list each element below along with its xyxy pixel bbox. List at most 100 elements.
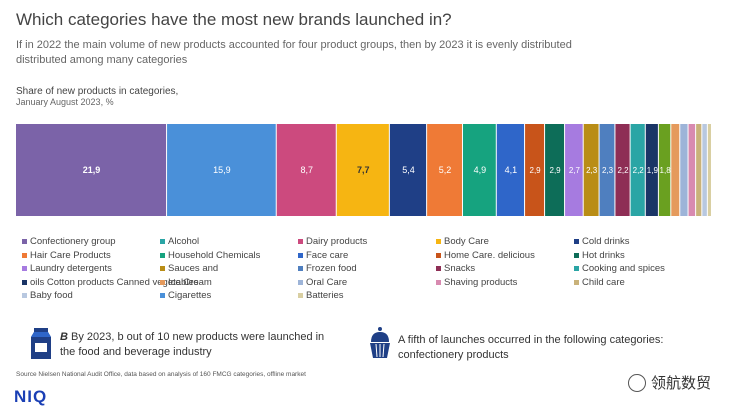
legend-item: Laundry detergents (22, 263, 112, 274)
note-food-beverage-text: By 2023, b out of 10 new products were l… (60, 331, 325, 358)
note-confectionery: A fifth of launches occurred in the foll… (398, 334, 664, 361)
bar-segment-5 (389, 124, 427, 216)
legend-label: Ice Cream (168, 276, 212, 288)
bar-segment-23 (707, 124, 711, 216)
legend-swatch (436, 279, 441, 285)
legend-swatch (574, 239, 579, 244)
bar-segment-8 (496, 124, 525, 216)
legend-swatch (298, 266, 303, 272)
bar-segment-19 (680, 124, 688, 216)
cupcake-icon (368, 326, 392, 365)
bar-segment-14 (615, 124, 630, 216)
milk-carton-icon (30, 326, 52, 365)
bar-label-15: 2,2 (633, 166, 645, 175)
legend-item: Sauces and (160, 263, 218, 274)
legend-swatch (436, 239, 441, 244)
bar-label-5: 5,4 (402, 165, 415, 175)
legend-swatch (436, 252, 441, 258)
legend-swatch (574, 266, 579, 272)
legend-item: Cold drinks (574, 236, 630, 247)
bar-segment-13 (599, 124, 615, 216)
legend-label: Oral Care (306, 276, 348, 288)
bar-label-13: 2,3 (602, 166, 614, 175)
legend-item: Ice Cream (160, 277, 212, 288)
bar-label-17: 1,8 (660, 166, 672, 175)
bar-segment-21 (696, 124, 702, 216)
bar-segment-12 (583, 124, 599, 216)
bar-segment-10 (545, 124, 565, 216)
legend-item: Shaving products (436, 277, 517, 288)
legend-label: oils Cotton products Canned vegetables (30, 276, 199, 288)
bar-label-12: 2,3 (586, 166, 598, 175)
legend-label: Hair Care Products (30, 249, 111, 261)
legend-swatch (574, 252, 579, 258)
legend-swatch (22, 266, 27, 272)
bar-segment-1 (16, 124, 167, 216)
watermark-text: 领航数贸 (651, 375, 712, 392)
wechat-icon (628, 373, 646, 392)
bar-label-11: 2,7 (569, 166, 581, 175)
bar-label-14: 2,2 (617, 166, 629, 175)
legend-swatch (22, 239, 27, 244)
legend-label: Shaving products (444, 276, 518, 288)
legend-item: Body Care (436, 236, 489, 247)
bar-segment-17 (658, 124, 671, 216)
legend-label: Baby food (30, 290, 73, 302)
legend-label: Face care (306, 249, 349, 261)
legend-label: Snacks (444, 263, 476, 275)
legend-item: Dairy products (298, 236, 367, 247)
legend-swatch (436, 266, 441, 272)
bar-segment-18 (671, 124, 680, 216)
legend-label: Confectionery group (30, 236, 116, 247)
note-food-beverage: B By 2023, b out of 10 new products were… (60, 330, 335, 360)
bar-segment-7 (462, 124, 496, 216)
legend-item: Household Chemicals (160, 250, 260, 261)
bar-label-3: 8,7 (300, 165, 313, 175)
source-note: Source Nielsen National Audit Office, da… (16, 371, 306, 378)
legend-swatch (160, 293, 165, 299)
legend-label: Body Care (444, 236, 489, 247)
chart-subtitle: January August 2023, % (16, 97, 114, 107)
legend-swatch (22, 279, 27, 285)
bar-segment-9 (525, 124, 545, 216)
legend-swatch (22, 293, 27, 299)
bar-segment-6 (427, 124, 462, 216)
bar-segment-22 (702, 124, 707, 216)
legend-item: Snacks (436, 263, 475, 274)
legend-label: Cooking and spices (582, 263, 665, 275)
wechat-watermark: 领航数贸 (628, 372, 711, 393)
legend-item: Frozen food (298, 263, 357, 274)
legend-swatch (574, 279, 579, 285)
legend-item: Alcohol (160, 236, 199, 247)
legend-label: Sauces and (168, 263, 219, 275)
bar-label-6: 5,2 (439, 165, 452, 175)
bar-label-16: 1,9 (647, 166, 659, 175)
legend-item: Cigarettes (160, 290, 211, 301)
legend-label: Home Care. delicious (444, 249, 535, 261)
legend-swatch (160, 239, 165, 244)
legend-label: Cigarettes (168, 290, 212, 302)
legend-label: Laundry detergents (30, 263, 112, 275)
legend-label: Batteries (306, 290, 344, 302)
legend-label: Cold drinks (582, 236, 630, 247)
legend-swatch (298, 239, 303, 244)
legend-item: Oral Care (298, 277, 347, 288)
niq-logo: NIQ (14, 387, 48, 406)
bar-segment-3 (276, 124, 336, 216)
bar-label-7: 4,9 (474, 165, 487, 175)
bar-segment-2 (167, 124, 276, 216)
legend-swatch (160, 266, 165, 272)
legend-item: Baby food (22, 290, 73, 301)
legend-label: Dairy products (306, 236, 368, 247)
bar-segment-15 (630, 124, 645, 216)
legend-label: Child care (582, 276, 625, 288)
legend-item: Hair Care Products (22, 250, 111, 261)
legend-item: oils Cotton products Canned vegetables (22, 277, 198, 288)
legend-label: Household Chemicals (168, 249, 261, 261)
legend-item: Confectionery group (22, 236, 116, 247)
bar-label-10: 2,9 (550, 166, 562, 175)
bar-segment-16 (645, 124, 658, 216)
legend-label: Alcohol (168, 236, 200, 247)
legend-item: Home Care. delicious (436, 250, 535, 261)
bar-segment-20 (688, 124, 696, 216)
